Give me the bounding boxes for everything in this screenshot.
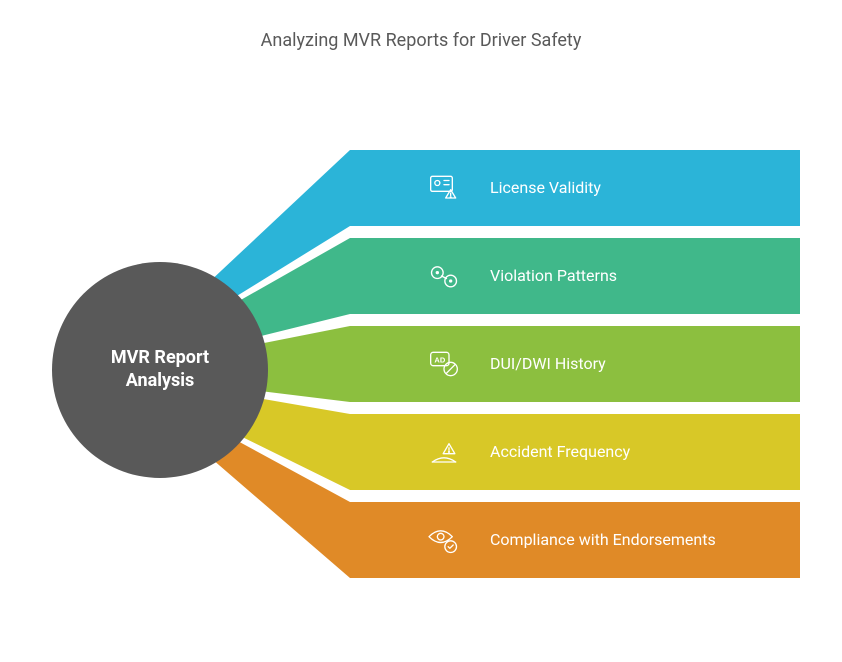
branch-band-2 xyxy=(190,326,800,402)
diagram-svg xyxy=(0,100,842,640)
hub-circle xyxy=(52,262,268,478)
page-title: Analyzing MVR Reports for Driver Safety xyxy=(0,30,842,51)
diagram-canvas: MVR ReportAnalysisLicense ValidityViolat… xyxy=(0,100,842,640)
